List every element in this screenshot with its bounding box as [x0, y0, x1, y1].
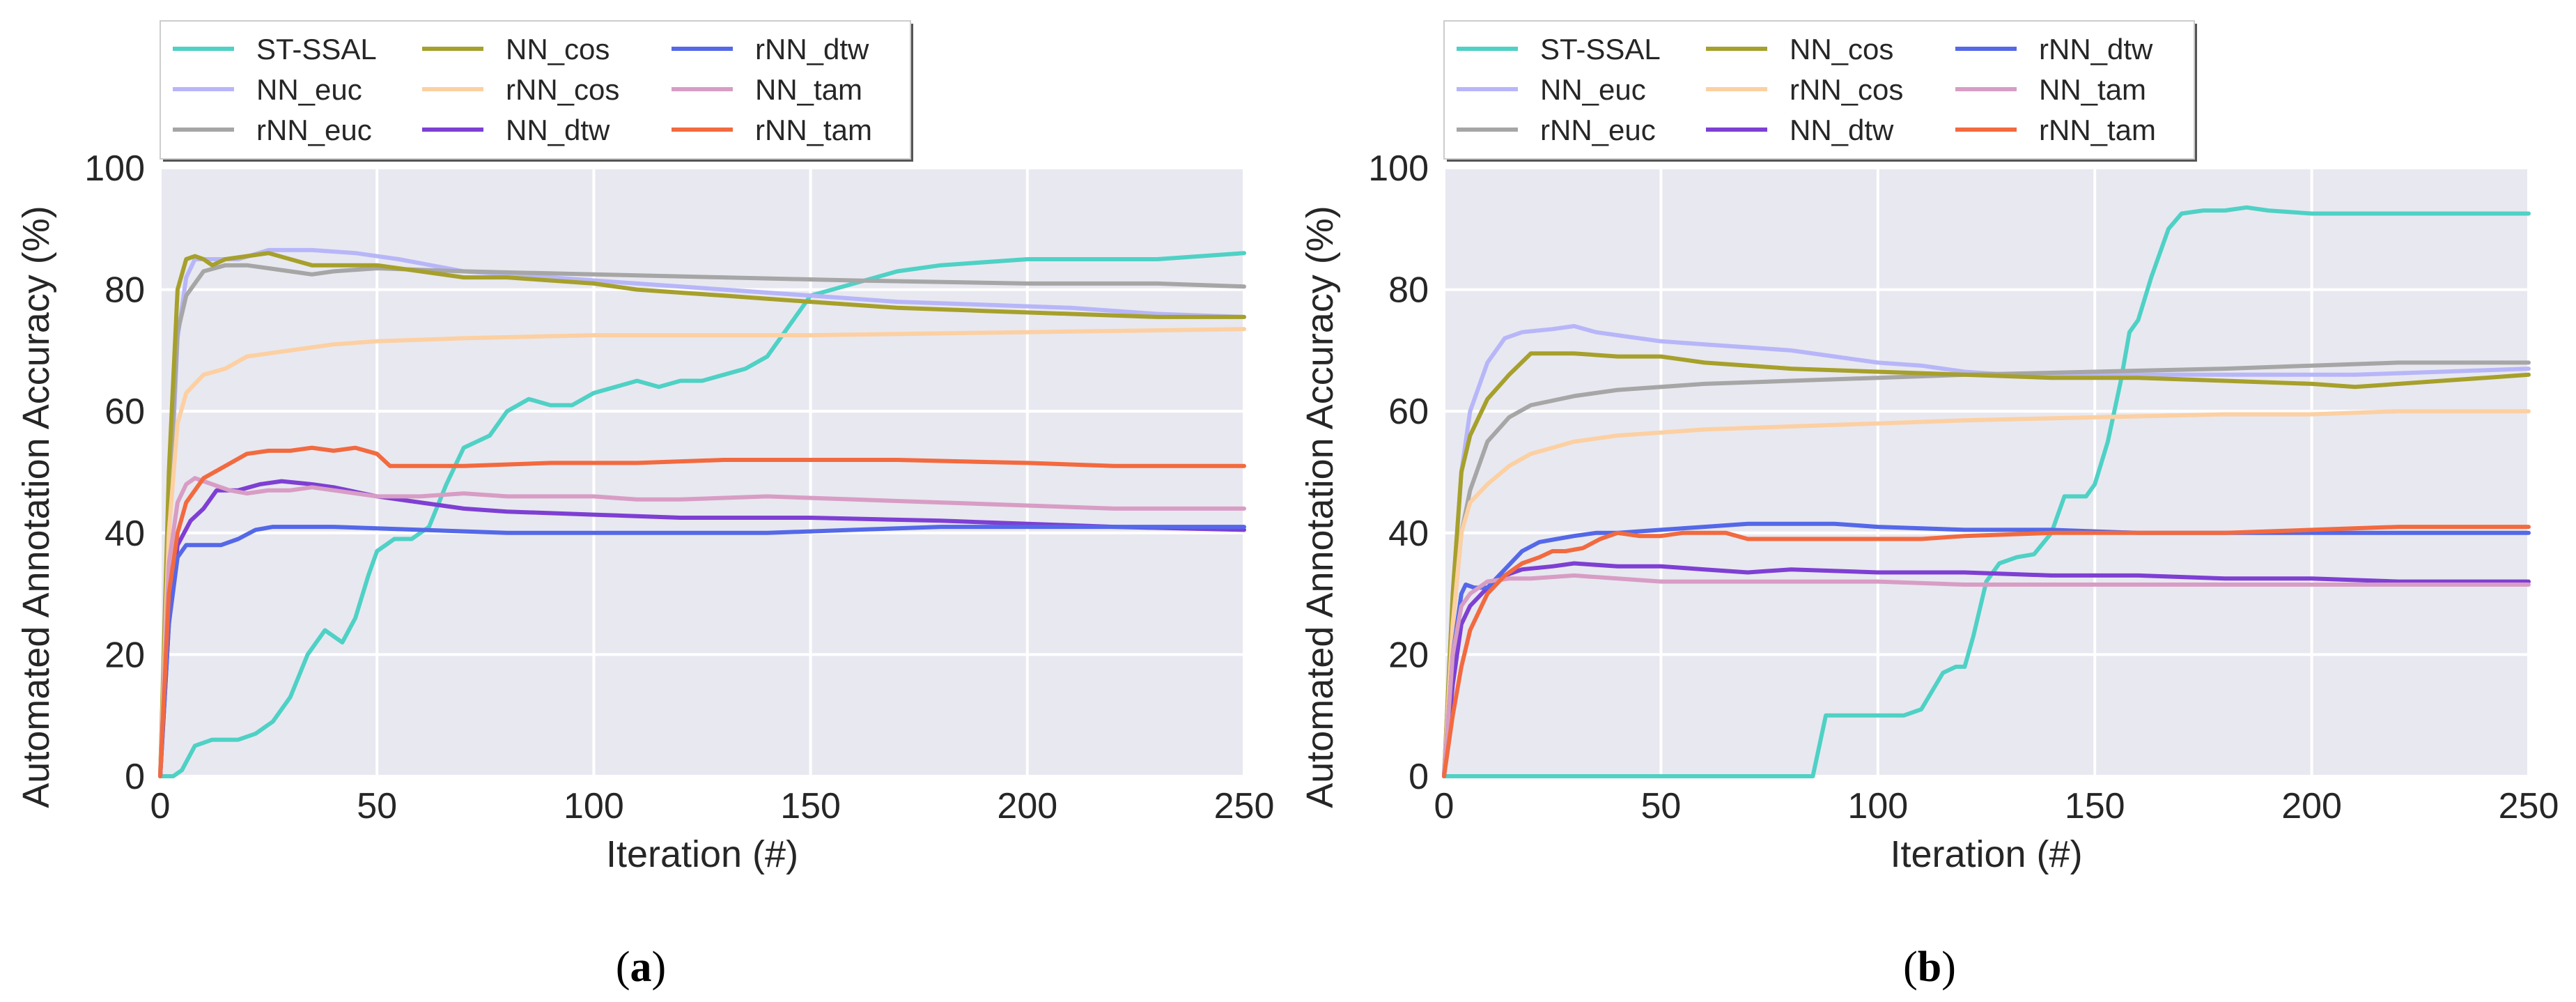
series-line-nn-tam — [158, 476, 1246, 778]
legend-label: rNN_tam — [755, 114, 872, 146]
legend-label: NN_cos — [1790, 33, 1893, 65]
legend-label: NN_tam — [755, 73, 862, 106]
x-tick-label: 0 — [150, 786, 171, 826]
legend-label: NN_tam — [2039, 73, 2146, 106]
y-tick-label: 60 — [104, 392, 145, 432]
y-axis-label: Automated Annotation Accuracy (%) — [1299, 206, 1341, 808]
chart-panel-b: 0 50 100 150 200 250 0 20 40 60 80 100 Iteration (#)… — [1299, 20, 2559, 991]
legend-label: ST-SSAL — [256, 33, 377, 65]
legend-label: rNN_dtw — [2039, 33, 2153, 65]
legend — [1443, 20, 2195, 160]
y-tick-label: 20 — [1388, 635, 1429, 675]
x-tick-label: 150 — [780, 786, 841, 826]
x-tick-label: 50 — [357, 786, 397, 826]
y-tick-label: 80 — [104, 270, 145, 311]
series-line-rnn-cos — [158, 327, 1246, 778]
caption-open-paren: ( — [616, 943, 630, 991]
legend-label: rNN_euc — [256, 114, 372, 146]
legend-label: ST-SSAL — [1540, 33, 1661, 65]
series-line-st-ssal — [1442, 205, 2531, 778]
legend-label: NN_euc — [1540, 73, 1646, 106]
x-tick-label: 100 — [564, 786, 624, 826]
legend-label: rNN_euc — [1540, 114, 1656, 146]
y-axis-label: Automated Annotation Accuracy (%) — [15, 206, 57, 808]
panel-caption: (b) — [1903, 943, 1956, 991]
y-tick-label: 100 — [1368, 148, 1429, 189]
legend — [160, 20, 911, 160]
series-line-rnn-euc — [1442, 360, 2531, 778]
x-tick-label: 250 — [2499, 786, 2559, 826]
x-tick-label: 100 — [1847, 786, 1908, 826]
y-tick-label: 40 — [1388, 514, 1429, 554]
x-axis-label: Iteration (#) — [606, 833, 798, 875]
series-line-nn-dtw — [1442, 561, 2531, 778]
x-axis-label: Iteration (#) — [1890, 833, 2082, 875]
y-tick-label: 0 — [125, 757, 145, 797]
series-line-nn-tam — [1442, 573, 2531, 778]
y-tick-label: 40 — [104, 514, 145, 554]
caption-letter: a — [630, 943, 652, 991]
series-line-nn-euc — [1442, 324, 2531, 778]
x-tick-label: 250 — [1214, 786, 1275, 826]
x-tick-label: 50 — [1640, 786, 1681, 826]
legend-label: NN_cos — [506, 33, 610, 65]
x-tick-label: 0 — [1434, 786, 1454, 826]
y-tick-label: 100 — [84, 148, 145, 189]
series-line-st-ssal — [158, 251, 1246, 778]
series-line-rnn-tam — [158, 445, 1246, 778]
caption-letter: b — [1918, 943, 1941, 991]
x-tick-label: 200 — [2281, 786, 2342, 826]
series-line-rnn-euc — [158, 263, 1246, 778]
plot-area — [1444, 168, 2529, 776]
x-tick-label: 150 — [2065, 786, 2125, 826]
legend-label: rNN_cos — [506, 73, 619, 106]
series-line-rnn-dtw — [1442, 521, 2531, 778]
legend-label: rNN_dtw — [755, 33, 869, 65]
y-tick-label: 80 — [1388, 270, 1429, 311]
series-line-rnn-dtw — [158, 525, 1246, 778]
y-tick-label: 20 — [104, 635, 145, 675]
legend-label: rNN_tam — [2039, 114, 2156, 146]
caption-open-paren: ( — [1903, 943, 1918, 991]
y-tick-label: 60 — [1388, 392, 1429, 432]
legend-label: NN_euc — [256, 73, 362, 106]
x-tick-label: 200 — [997, 786, 1057, 826]
panel-caption: (a) — [616, 943, 666, 991]
caption-close-paren: ) — [1941, 943, 1956, 991]
series-line-rnn-tam — [1442, 525, 2531, 778]
series-line-nn-cos — [1442, 351, 2531, 778]
legend-label: rNN_cos — [1790, 73, 1903, 106]
caption-close-paren: ) — [652, 943, 667, 991]
legend-label: NN_dtw — [506, 114, 610, 146]
series-line-nn-euc — [158, 247, 1246, 778]
legend-label: NN_dtw — [1790, 114, 1894, 146]
y-tick-label: 0 — [1409, 757, 1429, 797]
series-line-rnn-cos — [1442, 409, 2531, 778]
chart-panel-a: 0 50 100 150 200 250 0 20 40 60 80 100 Iteration (#)… — [15, 20, 1275, 991]
series-line-nn-cos — [158, 251, 1246, 778]
